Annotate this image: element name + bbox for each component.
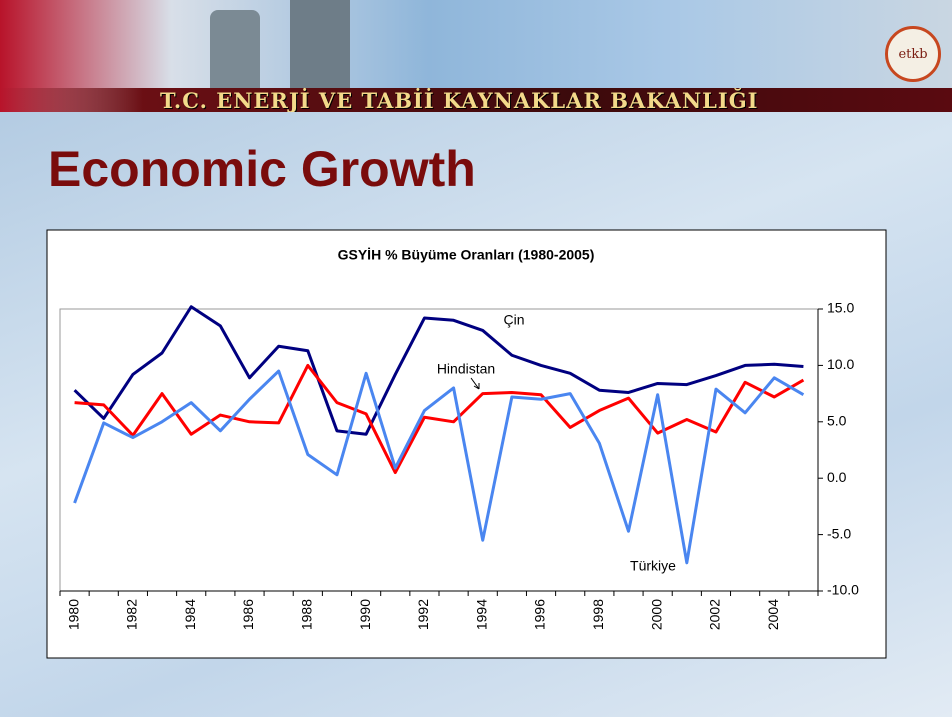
y-tick-label: 0.0	[827, 469, 847, 485]
x-tick-label: 1992	[415, 599, 431, 630]
x-tick-label: 1984	[182, 599, 198, 630]
x-tick-label: 1998	[590, 599, 606, 630]
series-annotation: Çin	[503, 312, 524, 328]
series-line	[73, 305, 804, 436]
annotation-arrow	[470, 377, 480, 390]
series-annotation: Hindistan	[437, 361, 495, 377]
y-tick-label: -5.0	[827, 525, 851, 541]
x-tick-label: 1988	[299, 599, 315, 630]
x-tick-label: 1994	[473, 599, 489, 630]
series-line	[74, 363, 805, 475]
x-tick-label: 1982	[124, 599, 140, 630]
y-tick-label: 5.0	[827, 413, 847, 429]
series-annotation: Türkiye	[630, 558, 676, 574]
ministry-name: T.C. ENERJİ VE TABİİ KAYNAKLAR BAKANLIĞI	[160, 88, 759, 112]
x-tick-label: 2000	[648, 599, 664, 630]
series-line	[73, 369, 805, 565]
y-tick-label: 10.0	[827, 356, 854, 372]
x-tick-label: 1990	[357, 599, 373, 630]
chart-frame	[46, 229, 887, 659]
x-tick-label: 1980	[65, 599, 81, 630]
chart-title: GSYİH % Büyüme Oranları (1980-2005)	[338, 247, 595, 263]
y-tick-label: 15.0	[827, 300, 854, 316]
y-tick-label: -10.0	[827, 582, 859, 598]
x-tick-label: 2004	[765, 599, 781, 630]
slide-title: Economic Growth	[48, 141, 476, 197]
x-tick-label: 1986	[240, 599, 256, 630]
x-tick-label: 2002	[707, 599, 723, 630]
x-tick-label: 1996	[532, 599, 548, 630]
logo: etkb	[885, 26, 941, 82]
banner: T.C. ENERJİ VE TABİİ KAYNAKLAR BAKANLIĞI…	[0, 0, 952, 112]
